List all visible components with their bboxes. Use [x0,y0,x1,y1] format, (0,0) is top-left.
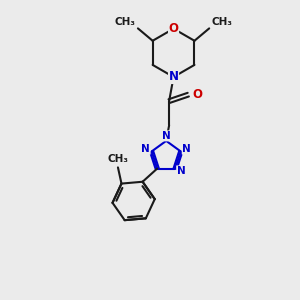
Text: N: N [162,131,171,141]
Text: N: N [182,144,191,154]
Text: N: N [141,144,150,154]
Text: O: O [169,22,178,35]
Text: N: N [169,70,178,83]
Text: CH₃: CH₃ [107,154,128,164]
Text: N: N [177,166,185,176]
Text: CH₃: CH₃ [212,17,233,27]
Text: CH₃: CH₃ [115,17,136,27]
Text: O: O [192,88,203,101]
